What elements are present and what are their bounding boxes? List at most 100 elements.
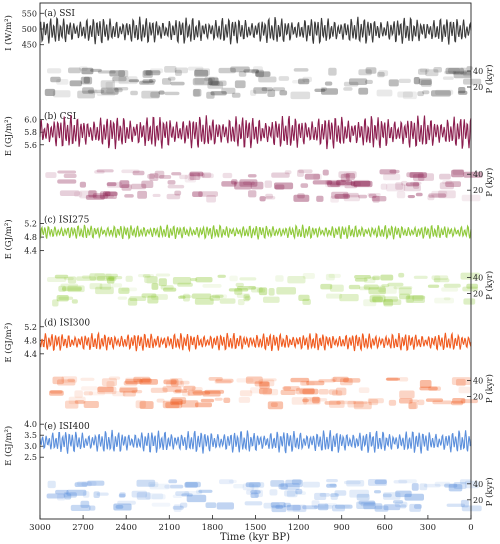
x-tick-label: 600 xyxy=(377,523,393,533)
spectrum-cell xyxy=(299,388,315,394)
spectrum-cell xyxy=(63,492,77,498)
spectrum-cell xyxy=(283,386,300,391)
spectrum-cell xyxy=(274,182,294,190)
spectrum-cell xyxy=(354,275,371,279)
spectrum-cell xyxy=(261,87,273,92)
spectrum-cell xyxy=(170,378,179,387)
spectrum-cell xyxy=(119,492,126,498)
spectrum-cell xyxy=(312,396,320,404)
spectrum-cell xyxy=(158,278,167,287)
spectrum-cell xyxy=(112,391,126,397)
series-line xyxy=(39,429,472,454)
spectrum-cell xyxy=(96,276,115,281)
spectrum-cell xyxy=(406,172,424,178)
spectrum-cell xyxy=(349,489,369,498)
spectrum-cell xyxy=(223,397,231,403)
spectrum-cell xyxy=(428,193,447,198)
spectrum-cell xyxy=(419,483,428,491)
spectrum-cell xyxy=(155,273,171,277)
spectrum-cell xyxy=(125,377,142,384)
spectrum-cell xyxy=(172,494,183,498)
spectrum-cell xyxy=(139,379,158,385)
spectrum-cell xyxy=(44,88,56,96)
spectrum-cell xyxy=(345,173,355,180)
spectrum-cell xyxy=(460,272,480,280)
spectrum-cell xyxy=(343,504,351,508)
spectrum-cell xyxy=(239,277,257,281)
spectrum-cell xyxy=(206,91,215,99)
spectrum-cell xyxy=(374,490,381,494)
spectrum-cell xyxy=(442,180,453,185)
spectrum-cell xyxy=(206,195,216,203)
spectrum-cell xyxy=(177,282,193,287)
spectrum-cell xyxy=(313,173,322,181)
spectrum-cell xyxy=(402,91,417,100)
spectrum-cell xyxy=(121,287,138,292)
spectrum-cell xyxy=(170,81,185,86)
spectrum-cell xyxy=(180,380,190,385)
x-tick-label: 900 xyxy=(334,523,350,533)
spectrum-cell xyxy=(83,391,93,396)
y-axis-label: E (GJ/m²) xyxy=(3,426,14,466)
spectrum-cell xyxy=(60,283,79,287)
spectrum-cell xyxy=(83,401,99,408)
spectrum-cell xyxy=(243,181,255,185)
spectrum-cell xyxy=(388,399,397,406)
spectrum-cell xyxy=(267,89,276,97)
spectrum-cell xyxy=(174,67,188,74)
spectrum-cell xyxy=(142,274,151,278)
spectrum-cell xyxy=(52,376,64,385)
spectrum-cell xyxy=(141,180,154,188)
spectrum-cell xyxy=(448,484,463,492)
spectrum-cell xyxy=(420,80,432,87)
spectrum-cell xyxy=(123,380,138,386)
spectrum-cell xyxy=(290,91,311,100)
spectrum-cell xyxy=(65,400,79,409)
spectrum-cell xyxy=(236,378,254,383)
spectrum-cell xyxy=(408,402,417,410)
x-tick-label: 0 xyxy=(468,523,473,533)
spectrum-cell xyxy=(118,76,138,85)
spectrum-cell xyxy=(285,479,303,487)
spectrum-cell xyxy=(406,295,414,303)
spectrum-cell xyxy=(343,87,353,91)
spectrum-cell xyxy=(179,295,192,299)
spectrum-cell xyxy=(460,67,467,75)
spectrum-cell xyxy=(80,377,95,381)
spectrum-cell xyxy=(245,376,263,384)
spectrum-cell xyxy=(313,505,333,509)
spectrum-cell xyxy=(351,181,361,187)
spectrum-cell xyxy=(180,400,199,408)
spectrum-cell xyxy=(422,90,430,95)
spectrum-cell xyxy=(367,398,384,404)
spectrum-cell xyxy=(62,286,82,291)
spectrum-cell xyxy=(297,169,304,177)
spectrum-cell xyxy=(256,69,264,78)
spectrum-cell xyxy=(372,294,381,302)
spectrum-cell xyxy=(427,284,440,288)
spectrum-cell xyxy=(221,181,237,187)
spectrum-cell xyxy=(150,68,164,74)
spectrum-cell xyxy=(417,399,425,406)
y-tick-label: 3.5 xyxy=(24,431,37,440)
spectrum-cell xyxy=(439,182,454,190)
spectrum-cell xyxy=(209,295,221,301)
spectrum-cell xyxy=(274,184,285,190)
spectrum-cell xyxy=(406,182,420,187)
spectrum-cell xyxy=(295,491,306,495)
spectrum-cell xyxy=(262,389,279,396)
spectrum-cell xyxy=(125,379,143,385)
spectrum-cell xyxy=(90,68,102,72)
spectrum-cell xyxy=(326,293,343,299)
spectrum-cell xyxy=(336,400,356,405)
spectrum-cell xyxy=(383,504,401,511)
spectrum-cell xyxy=(198,489,213,493)
spectrum-cell xyxy=(413,174,425,181)
spectrum-cell xyxy=(419,68,430,73)
spectrum-cell xyxy=(259,381,270,389)
spectrum-cell xyxy=(368,287,386,295)
spectrum-cell xyxy=(330,182,340,187)
spectrum-cell xyxy=(409,172,427,178)
spectrum-cell xyxy=(319,493,330,497)
spectrum-cell xyxy=(82,275,91,279)
